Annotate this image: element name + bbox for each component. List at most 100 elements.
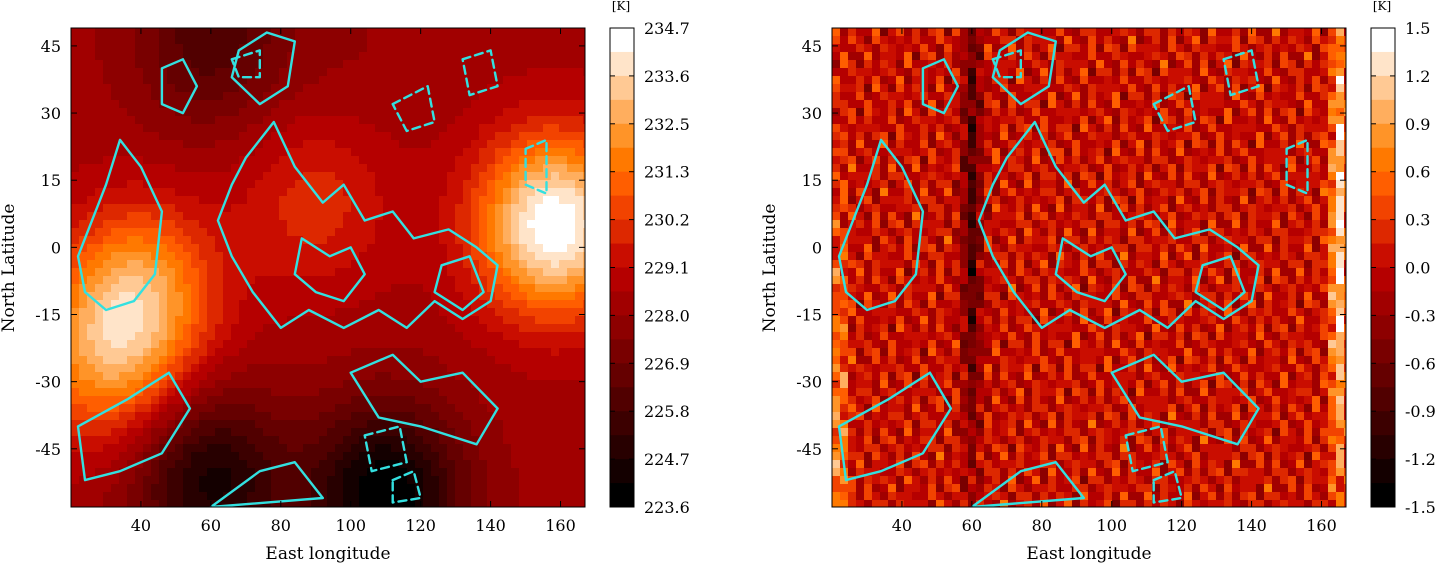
colorbar-segment: [610, 339, 634, 364]
x-tick-label: 120: [1166, 516, 1197, 535]
x-tick-label: 120: [405, 516, 436, 535]
contour-line: [230, 49, 261, 79]
colorbar-segment: [610, 51, 634, 77]
y-tick-label: 45: [802, 37, 822, 56]
y-tick-label: -15: [796, 306, 822, 325]
colorbar-tick-label: 223.6: [644, 498, 690, 517]
colorbar-segment: [1371, 219, 1395, 245]
colorbar-segment: [610, 123, 634, 149]
colorbar-segment: [1371, 411, 1395, 436]
contour-line: [293, 237, 366, 303]
colorbar-segment: [610, 99, 634, 125]
contour-line: [524, 138, 548, 195]
colorbar-ticks: 234.7 233.6 232.5 231.3 230.2 229.1 228.0 226.9…: [610, 19, 690, 517]
contour-line: [76, 371, 192, 482]
colorbar-tick-label: 1.2: [1405, 67, 1430, 86]
x-tick-label: 160: [1306, 516, 1337, 535]
colorbar-tick-label: 233.6: [644, 67, 690, 86]
colorbar-unit: [K]: [612, 0, 630, 13]
colorbar-segment: [610, 195, 634, 221]
contour-line: [1222, 49, 1260, 97]
x-tick-label: 100: [1096, 516, 1127, 535]
colorbar-segment: [610, 387, 634, 412]
colorbar-segment: [1371, 243, 1395, 268]
colorbar-tick-label: -0.3: [1405, 306, 1436, 325]
colorbar-segment: [610, 459, 634, 484]
colorbar-segment: [610, 171, 634, 197]
y-tick-label: 30: [41, 104, 61, 123]
x-axis-ticks: 40 60 80 100 120 140 160: [131, 28, 576, 535]
plot-frame: [831, 27, 1347, 508]
colorbar-segment: [610, 435, 634, 460]
contour-line: [160, 58, 199, 115]
colorbar-segment: [610, 411, 634, 436]
x-axis-label: East longitude: [265, 544, 390, 563]
contour-line: [216, 120, 499, 330]
y-tick-label: -45: [35, 440, 61, 459]
x-tick-label: 160: [545, 516, 576, 535]
colorbar-segment: [610, 315, 634, 340]
y-axis-label: North Latitude: [760, 204, 780, 333]
colorbar-segment: [1371, 435, 1395, 460]
x-tick-label: 80: [1032, 516, 1052, 535]
colorbar-tick-label: 0.9: [1405, 115, 1430, 134]
colorbar-tick-label: -0.6: [1405, 354, 1436, 373]
colorbar-tick-label: 234.7: [644, 19, 690, 38]
colorbar-segment: [610, 291, 634, 316]
colorbar-segment: [1371, 75, 1395, 101]
contour-line: [349, 353, 499, 446]
contour-line: [1124, 425, 1169, 473]
y-tick-label: 30: [802, 104, 822, 123]
colorbar-segment: [1371, 267, 1395, 292]
colorbar-segment: [610, 363, 634, 388]
colorbar-segment: [1371, 483, 1395, 508]
y-axis-ticks: 45 30 15 0 -15 -30 -45: [35, 37, 585, 459]
contour-line: [991, 31, 1057, 106]
colorbar-tick-label: -1.5: [1405, 498, 1436, 517]
colorbar-tick-label: 232.5: [644, 115, 690, 134]
x-axis-ticks: 40 60 80 100 120 140 160: [892, 28, 1337, 535]
colorbar-segment: [610, 219, 634, 245]
x-tick-label: 60: [201, 516, 221, 535]
contour-line: [76, 138, 164, 312]
contour-lines: [837, 31, 1309, 507]
contour-line: [970, 461, 1085, 507]
colorbar-segment: [1371, 315, 1395, 340]
contour-line: [1194, 255, 1246, 312]
contour-line: [391, 85, 436, 133]
y-tick-label: 15: [802, 171, 822, 190]
contour-line: [1285, 138, 1309, 195]
colorbar-unit: [K]: [1373, 0, 1391, 13]
colorbar-tick-label: 231.3: [644, 163, 690, 182]
colorbar-segment: [1371, 387, 1395, 412]
colorbar-segment: [610, 147, 634, 173]
anomaly-heatmap: [832, 28, 1346, 507]
colorbar-segment: [610, 243, 634, 268]
colorbar-segment: [1371, 459, 1395, 484]
x-axis-label: East longitude: [1026, 544, 1151, 563]
plot-frame: [70, 27, 586, 508]
y-axis-ticks: 45 30 15 0 -15 -30 -45: [796, 37, 1346, 459]
y-axis-label: North Latitude: [0, 204, 19, 333]
colorbar-tick-label: 229.1: [644, 259, 690, 278]
contour-line: [363, 425, 408, 473]
colorbar-tick-label: 225.8: [644, 402, 690, 421]
colorbar-segment: [1371, 123, 1395, 149]
colorbar-segment: [1371, 363, 1395, 388]
colorbar-tick-label: -1.2: [1405, 450, 1436, 469]
contour-line: [1152, 470, 1183, 504]
x-tick-label: 140: [475, 516, 506, 535]
colorbar-segment: [610, 483, 634, 508]
colorbar-tick-label: 230.2: [644, 211, 690, 230]
x-tick-label: 140: [1236, 516, 1267, 535]
contour-line: [991, 49, 1022, 79]
colorbar-segment: [1371, 171, 1395, 197]
colorbar-segment: [1371, 28, 1395, 53]
colorbar-segment: [1371, 51, 1395, 77]
colorbar-segment: [1371, 291, 1395, 316]
colorbar-segment: [610, 75, 634, 101]
y-tick-label: 45: [41, 37, 61, 56]
contour-line: [433, 255, 485, 312]
contour-line: [837, 138, 925, 312]
